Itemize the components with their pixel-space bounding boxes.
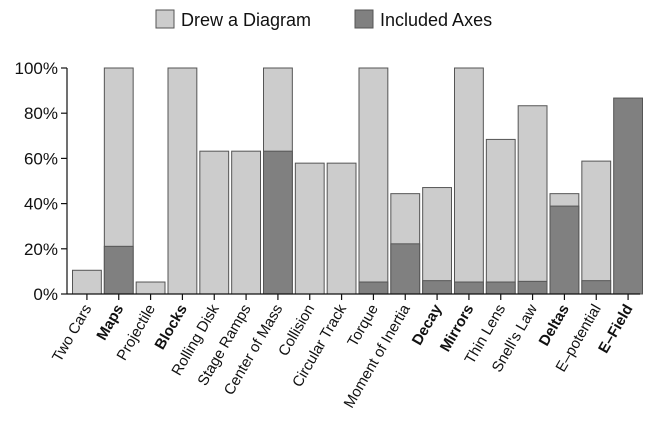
x-tick-label-two-cars: Two Cars — [49, 302, 95, 365]
y-tick-label: 40% — [24, 195, 58, 214]
bar-axes-mirrors — [454, 281, 484, 295]
bar-diagram-blocks — [167, 67, 198, 295]
legend-label-included-axes: Included Axes — [380, 10, 492, 30]
bar-axes-e-potential — [581, 280, 612, 295]
bar-diagram-torque — [358, 67, 389, 295]
bar-diagram-two-cars — [72, 269, 102, 295]
y-tick-label: 80% — [24, 104, 58, 123]
bar-axes-torque — [358, 281, 389, 295]
bar-diagram-decay — [422, 187, 452, 295]
legend-swatch-included-axes — [354, 9, 374, 29]
y-tick-label: 0% — [33, 285, 58, 304]
x-tick-label-maps: Maps — [93, 302, 127, 344]
bar-diagram-rolling-disk — [199, 150, 230, 295]
bar-axes-deltas — [549, 205, 580, 295]
bar-axes-decay — [422, 280, 452, 295]
bar-axes-thin-lens — [485, 281, 516, 295]
y-axis: 0% 20% 40% 60% 80% 100% — [15, 59, 68, 304]
bar-axes-e-field — [613, 97, 644, 295]
bar-diagram-e-potential — [581, 160, 612, 295]
bar-diagram-projectile — [135, 281, 166, 295]
legend-label-drew-a-diagram: Drew a Diagram — [181, 10, 311, 30]
bar-diagram-snell-s-law — [517, 105, 548, 295]
bar-axes-maps — [103, 245, 134, 295]
bars — [72, 67, 644, 295]
bar-axes-moment-of-inertia — [390, 243, 421, 295]
bar-diagram-stage-ramps — [231, 150, 262, 295]
bar-diagram-circular-track — [326, 162, 357, 295]
y-tick-label: 20% — [24, 240, 58, 259]
bar-diagram-mirrors — [454, 67, 484, 295]
y-tick-label: 100% — [15, 59, 58, 78]
bar-axes-center-of-mass — [263, 150, 293, 295]
y-tick-label: 60% — [24, 149, 58, 168]
bar-diagram-thin-lens — [485, 138, 516, 295]
legend: Drew a Diagram Included Axes — [155, 9, 492, 30]
bar-diagram-collision — [294, 162, 325, 295]
legend-swatch-drew-a-diagram — [155, 9, 175, 29]
bar-axes-snell-s-law — [517, 280, 548, 295]
